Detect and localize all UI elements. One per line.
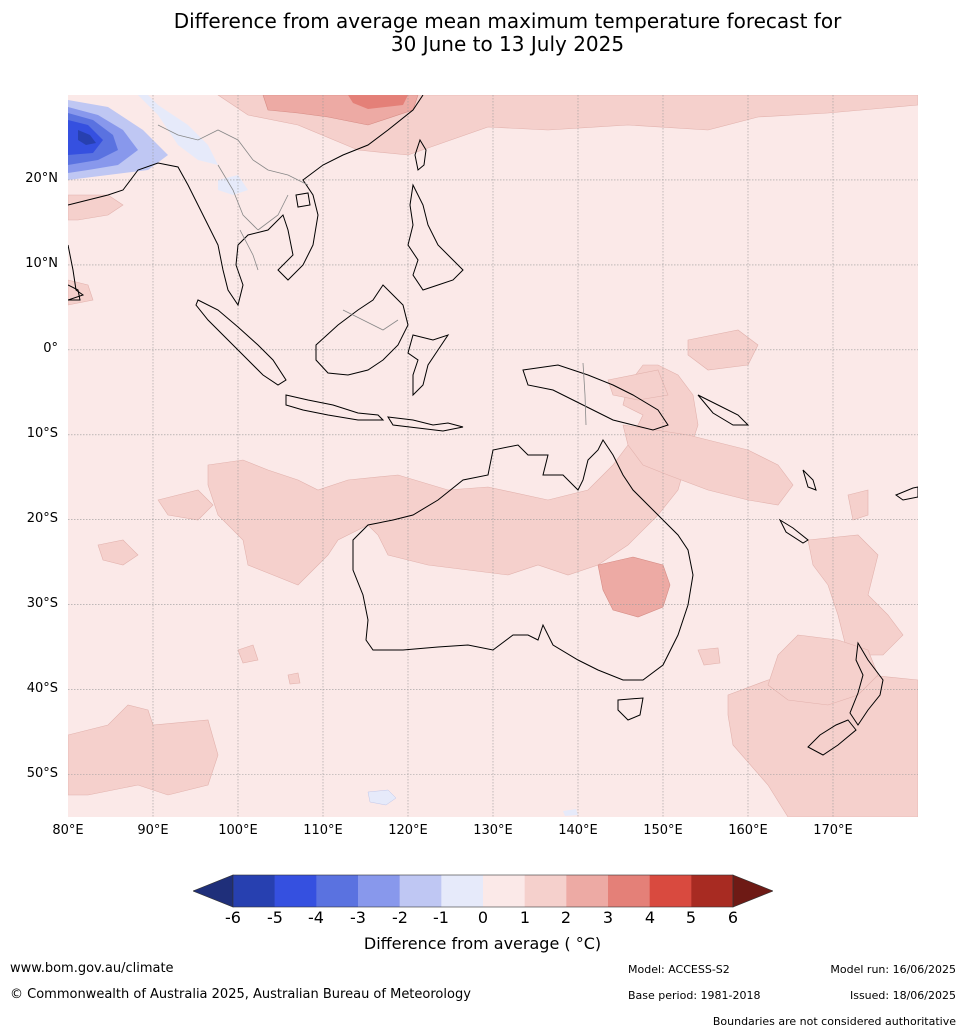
lon-label-130e: 130°E bbox=[473, 823, 513, 838]
colorbar-tick: -4 bbox=[308, 908, 324, 927]
colorbar-segment bbox=[649, 875, 692, 907]
new-zealand-south-coast bbox=[807, 719, 857, 756]
colorbar-tick: 4 bbox=[644, 908, 656, 927]
lon-label-160e: 160°E bbox=[728, 823, 768, 838]
lat-label-50s: 50°S bbox=[26, 766, 58, 781]
lat-label-20n: 20°N bbox=[25, 171, 58, 186]
fiji-coast bbox=[894, 486, 918, 501]
solomon-islands-coast bbox=[697, 394, 750, 426]
issued-date: Issued: 18/06/2025 bbox=[849, 989, 956, 1002]
lat-label-40s: 40°S bbox=[26, 681, 58, 696]
java-coast bbox=[285, 394, 385, 421]
mainland-asia-coast bbox=[68, 95, 424, 307]
colorbar-tick: 5 bbox=[685, 908, 697, 927]
lat-label-30s: 30°S bbox=[26, 596, 58, 611]
colorbar-tick: -5 bbox=[267, 908, 283, 927]
graticule bbox=[68, 95, 918, 817]
colorbar-segment bbox=[441, 875, 484, 907]
australia-coast bbox=[352, 439, 694, 681]
lat-label-0: 0° bbox=[43, 341, 58, 356]
colorbar-segment bbox=[233, 875, 275, 907]
title-line-2: 30 June to 13 July 2025 bbox=[390, 32, 625, 56]
lon-label-150e: 150°E bbox=[643, 823, 683, 838]
lon-label-120e: 120°E bbox=[388, 823, 428, 838]
tasmania-coast bbox=[617, 697, 644, 721]
colorbar-tick: 3 bbox=[602, 908, 614, 927]
colorbar-segment bbox=[691, 875, 734, 907]
colorbar-segment bbox=[399, 875, 442, 907]
sri-lanka-coast bbox=[68, 284, 81, 301]
taiwan-coast bbox=[414, 138, 427, 171]
vanuatu-coast bbox=[802, 469, 817, 491]
lon-label-90e: 90°E bbox=[137, 823, 169, 838]
colorbar-arrow-high bbox=[732, 874, 773, 908]
colorbar-arrow-low bbox=[193, 874, 234, 908]
colorbar-segment bbox=[566, 875, 609, 907]
india-coast bbox=[68, 244, 85, 301]
new-guinea-coast bbox=[522, 364, 669, 431]
lat-label-20s: 20°S bbox=[26, 511, 58, 526]
boundary-disclaimer: Boundaries are not considered authoritat… bbox=[712, 1015, 956, 1028]
philippines-coast bbox=[407, 183, 464, 291]
copyright-text: © Commonwealth of Australia 2025, Austra… bbox=[10, 987, 471, 1002]
model-name: Model: ACCESS-S2 bbox=[628, 963, 730, 976]
colorbar-tick: -6 bbox=[225, 908, 241, 927]
colorbar bbox=[193, 874, 773, 908]
borneo-coast bbox=[315, 284, 409, 376]
colorbar-tick: -1 bbox=[433, 908, 449, 927]
anomaly-negative-regions bbox=[68, 95, 578, 816]
colorbar-tick: 6 bbox=[727, 908, 739, 927]
colorbar-tick: -3 bbox=[350, 908, 366, 927]
lesser-sunda-coast bbox=[387, 416, 464, 432]
forecast-map bbox=[68, 95, 918, 817]
colorbar-tick: -2 bbox=[392, 908, 408, 927]
lat-label-10s: 10°S bbox=[26, 426, 58, 441]
website-link[interactable]: www.bom.gov.au/climate bbox=[10, 961, 174, 976]
sulawesi-coast bbox=[407, 334, 450, 397]
colorbar-segment bbox=[274, 875, 317, 907]
lon-label-110e: 110°E bbox=[303, 823, 343, 838]
model-run-date: Model run: 16/06/2025 bbox=[830, 963, 956, 976]
colorbar-segment bbox=[524, 875, 567, 907]
colorbar-segment bbox=[316, 875, 359, 907]
title-line-1: Difference from average mean maximum tem… bbox=[173, 9, 842, 33]
lon-label-140e: 140°E bbox=[558, 823, 598, 838]
colorbar-segment bbox=[608, 875, 650, 907]
lon-label-170e: 170°E bbox=[813, 823, 853, 838]
lon-label-80e: 80°E bbox=[52, 823, 84, 838]
colorbar-segments bbox=[193, 874, 773, 908]
hainan-coast bbox=[295, 192, 311, 208]
colorbar-tick: 0 bbox=[477, 908, 489, 927]
base-period: Base period: 1981-2018 bbox=[628, 989, 761, 1002]
map-title: Difference from average mean maximum tem… bbox=[0, 10, 965, 56]
coastlines bbox=[68, 95, 918, 756]
anomaly-3-4-regions bbox=[348, 95, 408, 109]
sumatra-coast bbox=[195, 299, 287, 386]
lat-label-10n: 10°N bbox=[25, 256, 58, 271]
colorbar-segment bbox=[483, 875, 525, 907]
national-borders bbox=[157, 124, 587, 426]
colorbar-tick: 2 bbox=[560, 908, 572, 927]
lon-label-100e: 100°E bbox=[218, 823, 258, 838]
colorbar-tick: 1 bbox=[519, 908, 531, 927]
new-caledonia-coast bbox=[778, 518, 809, 544]
colorbar-label: Difference from average ( °C) bbox=[363, 934, 602, 953]
colorbar-segment bbox=[358, 875, 400, 907]
new-zealand-north-coast bbox=[849, 641, 884, 726]
